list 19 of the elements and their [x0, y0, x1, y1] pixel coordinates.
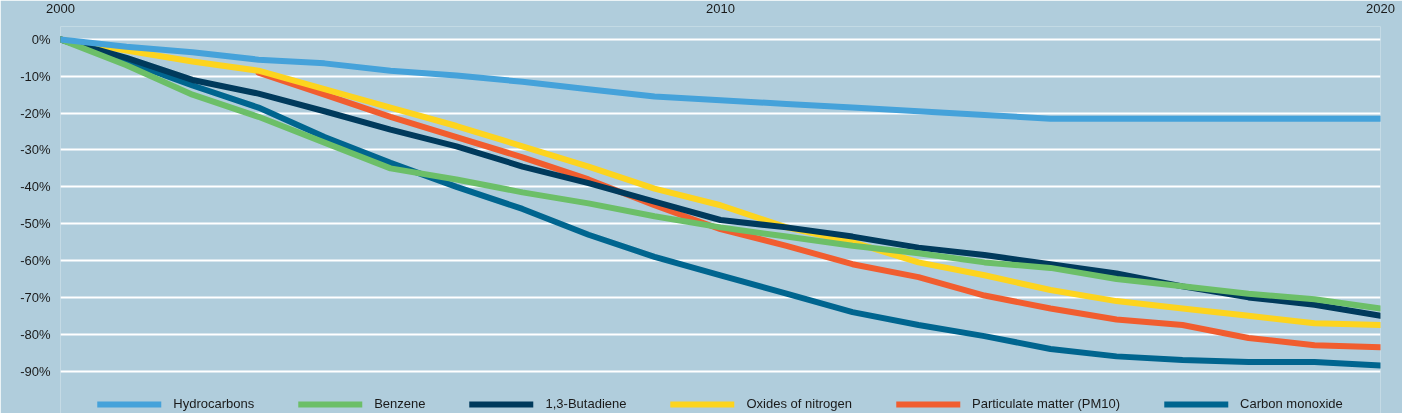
y-tick-label: -10% [20, 68, 51, 84]
x-tick-label: 2010 [706, 0, 735, 16]
legend-label: Carbon monoxide [1240, 396, 1343, 411]
y-tick-label: -80% [20, 326, 51, 342]
legend-label: Particulate matter (PM10) [972, 396, 1121, 411]
y-tick-label: -60% [20, 253, 51, 269]
y-tick-label: 0% [31, 31, 51, 47]
y-tick-label: -40% [20, 179, 51, 195]
y-tick-label: -20% [20, 105, 51, 121]
y-tick-label: -50% [20, 216, 51, 232]
legend-label: Oxides of nitrogen [746, 396, 852, 411]
legend-label: Hydrocarbons [173, 396, 255, 411]
legend-label: Benzene [374, 396, 426, 411]
y-tick-label: -90% [20, 363, 51, 379]
x-tick-label: 2000 [46, 0, 75, 16]
y-tick-label: -30% [20, 142, 51, 158]
y-tick-label: -70% [20, 289, 51, 305]
x-tick-label: 2020 [1366, 0, 1395, 16]
legend-label: 1,3-Butadiene [545, 396, 627, 411]
